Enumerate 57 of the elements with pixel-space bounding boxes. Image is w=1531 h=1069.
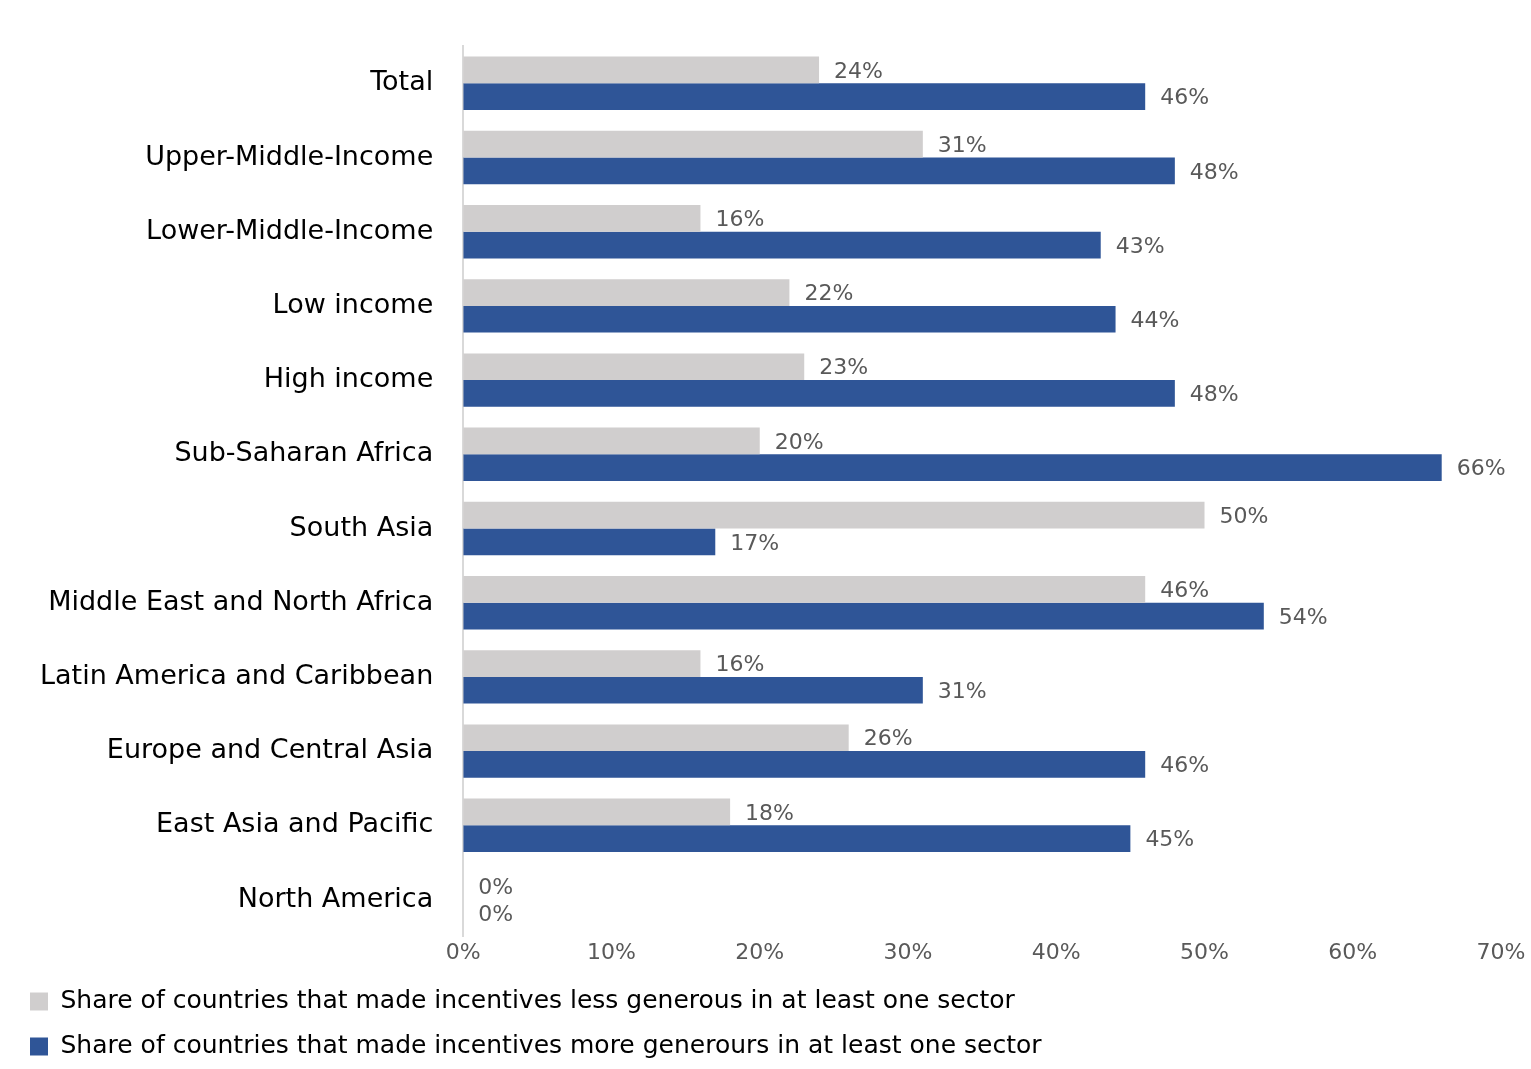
data-label: 24% xyxy=(834,57,883,83)
y-tick-label: High income xyxy=(263,362,434,394)
x-tick-label: 60% xyxy=(1328,938,1378,964)
data-label: 45% xyxy=(1145,826,1195,852)
data-label: 43% xyxy=(1115,232,1165,258)
y-tick-label: Low income xyxy=(272,287,434,319)
x-tick-label: 50% xyxy=(1180,938,1229,964)
bar xyxy=(463,528,716,556)
y-tick-label: Europe and Central Asia xyxy=(106,733,434,765)
bar xyxy=(463,454,1442,482)
y-tick-label: Sub-Saharan Africa xyxy=(174,436,434,468)
bar xyxy=(463,825,1131,853)
legend-label: Share of countries that made incentives more generours in at least one sector xyxy=(60,1030,1043,1059)
data-label: 50% xyxy=(1219,502,1269,528)
x-tick-label: 30% xyxy=(883,938,933,964)
x-tick-label: 40% xyxy=(1031,938,1081,964)
data-label: 26% xyxy=(863,725,913,751)
bar xyxy=(463,157,1175,185)
y-tick-label: Latin America and Caribbean xyxy=(39,658,434,690)
y-tick-label: North America xyxy=(237,881,434,913)
data-label: 0% xyxy=(478,900,514,926)
data-label: 0% xyxy=(478,873,514,899)
y-tick-label: Total xyxy=(369,65,434,97)
bar xyxy=(463,231,1101,259)
bar xyxy=(463,305,1116,333)
data-label: 20% xyxy=(774,428,824,454)
data-label: 31% xyxy=(937,131,987,157)
data-label: 48% xyxy=(1189,158,1239,184)
y-tick-label: South Asia xyxy=(289,510,434,542)
data-label: 16% xyxy=(715,651,765,677)
bar xyxy=(463,751,1146,778)
y-tick-label: Upper-Middle-Income xyxy=(145,139,434,171)
bar xyxy=(463,83,1146,111)
x-tick-label: 10% xyxy=(587,938,636,964)
data-label: 46% xyxy=(1160,752,1210,778)
data-label: 66% xyxy=(1456,455,1506,481)
bar xyxy=(463,380,1175,407)
legend-label: Share of countries that made incentives less generous in at least one sector xyxy=(60,985,1016,1014)
data-label: 18% xyxy=(745,799,795,825)
data-label: 17% xyxy=(730,529,780,555)
data-label: 31% xyxy=(937,677,987,703)
data-label: 46% xyxy=(1160,84,1210,110)
data-label: 23% xyxy=(819,354,869,380)
data-label: 54% xyxy=(1278,603,1328,629)
y-tick-label: Middle East and North Africa xyxy=(48,584,434,616)
x-tick-label: 70% xyxy=(1476,938,1526,964)
data-label: 46% xyxy=(1160,577,1210,603)
x-tick-label: 0% xyxy=(445,938,481,964)
bar xyxy=(463,602,1264,630)
y-tick-label: Lower-Middle-Income xyxy=(146,213,434,245)
bar xyxy=(463,676,923,704)
y-tick-label: East Asia and Pacific xyxy=(156,807,434,839)
data-label: 22% xyxy=(804,280,854,306)
data-label: 48% xyxy=(1189,381,1239,407)
data-label: 44% xyxy=(1130,306,1180,332)
x-tick-label: 20% xyxy=(735,938,785,964)
data-label: 16% xyxy=(715,206,765,232)
